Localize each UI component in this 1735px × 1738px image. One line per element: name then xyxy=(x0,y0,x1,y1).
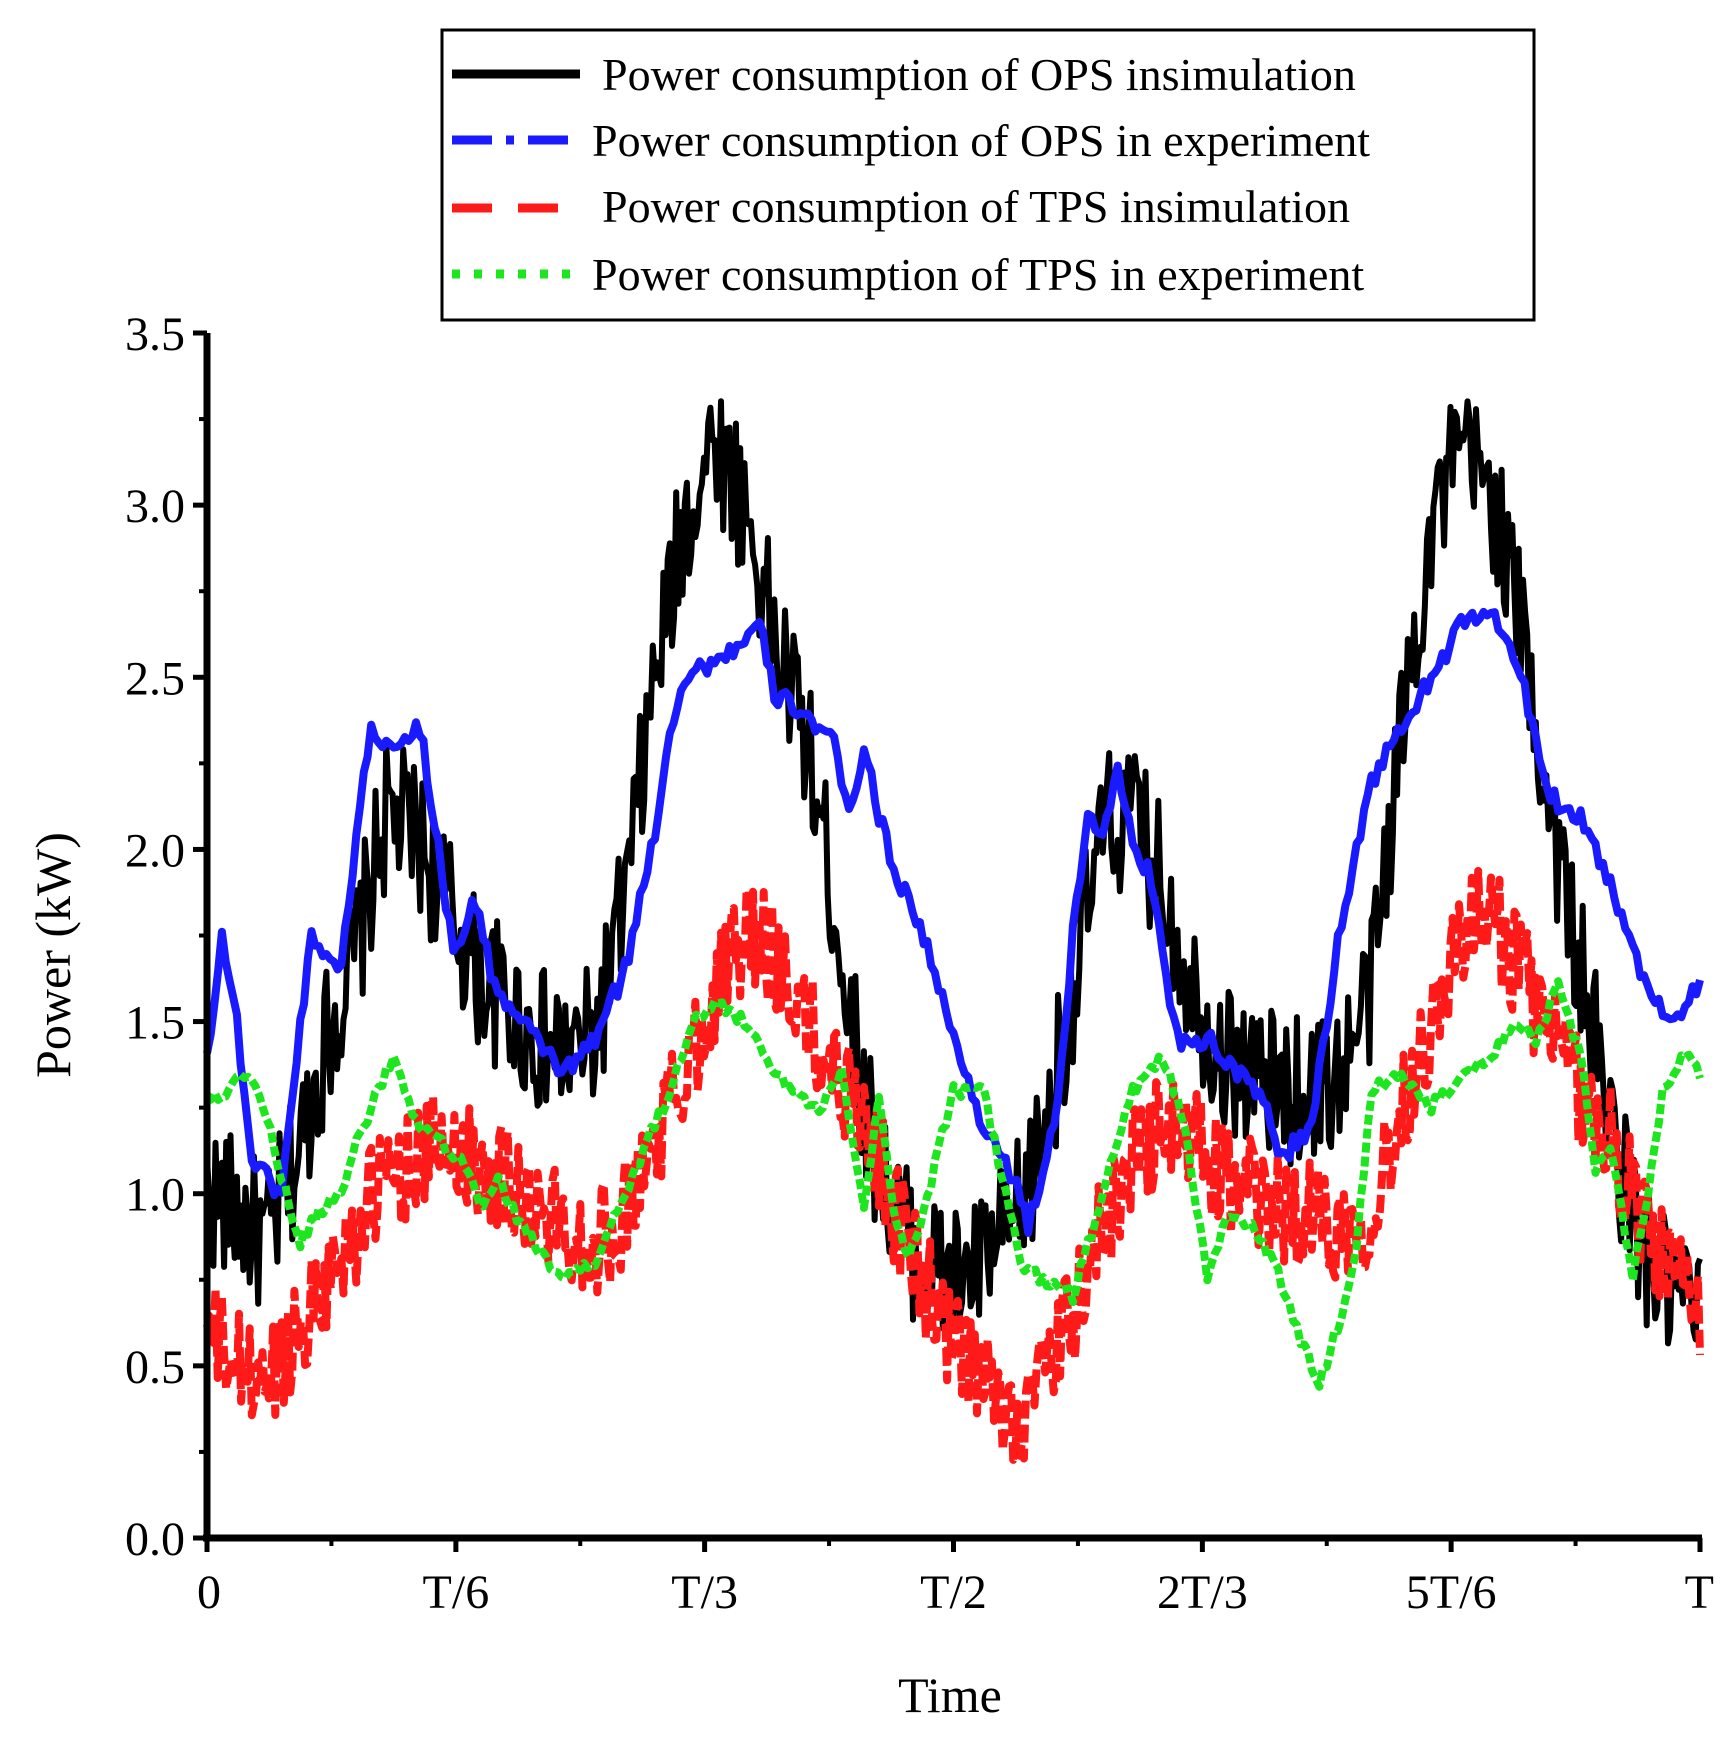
x-tick-label: T/6 xyxy=(423,1566,490,1619)
legend-label-tps-simulation: Power consumption of TPS insimulation xyxy=(602,181,1350,232)
series-layer xyxy=(203,398,1704,1464)
y-tick-label: 2.5 xyxy=(125,652,185,705)
legend-label-ops-experiment: Power consumption of OPS in experiment xyxy=(592,115,1370,166)
y-tick-label: 3.5 xyxy=(125,308,185,361)
legend: Power consumption of OPS insimulation Po… xyxy=(440,28,1536,322)
legend-box xyxy=(440,28,1536,322)
series-line-power-consumption-of-ops-in-experiment xyxy=(203,607,1704,1237)
y-tick-label: 2.0 xyxy=(125,824,185,877)
y-tick-label: 0.0 xyxy=(125,1513,185,1566)
series-line-power-consumption-of-tps-in-experiment xyxy=(205,977,1704,1391)
x-tick-label: 5T/6 xyxy=(1406,1566,1497,1619)
y-axis-title: Power (kW) xyxy=(25,832,81,1078)
y-tick-label: 3.0 xyxy=(125,480,185,533)
legend-label-ops-simulation: Power consumption of OPS insimulation xyxy=(602,49,1356,100)
x-tick-label: 0 xyxy=(197,1566,221,1619)
x-tick-label: 2T/3 xyxy=(1157,1566,1248,1619)
y-tick-label: 0.5 xyxy=(125,1341,185,1394)
x-axis-title: Time xyxy=(898,1667,1002,1723)
legend-label-tps-experiment: Power consumption of TPS in experiment xyxy=(592,249,1364,300)
y-tick-label: 1.0 xyxy=(125,1169,185,1222)
x-tick-label: T xyxy=(1685,1566,1714,1619)
x-tick-label: T/3 xyxy=(671,1566,738,1619)
axes-layer: 0.0 0.5 1.0 1.5 2.0 2.5 3.0 3.5 0 T/6 T/3 T/2 2T/3 5T… xyxy=(125,308,1714,1619)
x-tick-label: T/2 xyxy=(920,1566,987,1619)
y-tick-label: 1.5 xyxy=(125,997,185,1050)
series-line-power-consumption-of-tps-insimulation xyxy=(203,866,1704,1464)
